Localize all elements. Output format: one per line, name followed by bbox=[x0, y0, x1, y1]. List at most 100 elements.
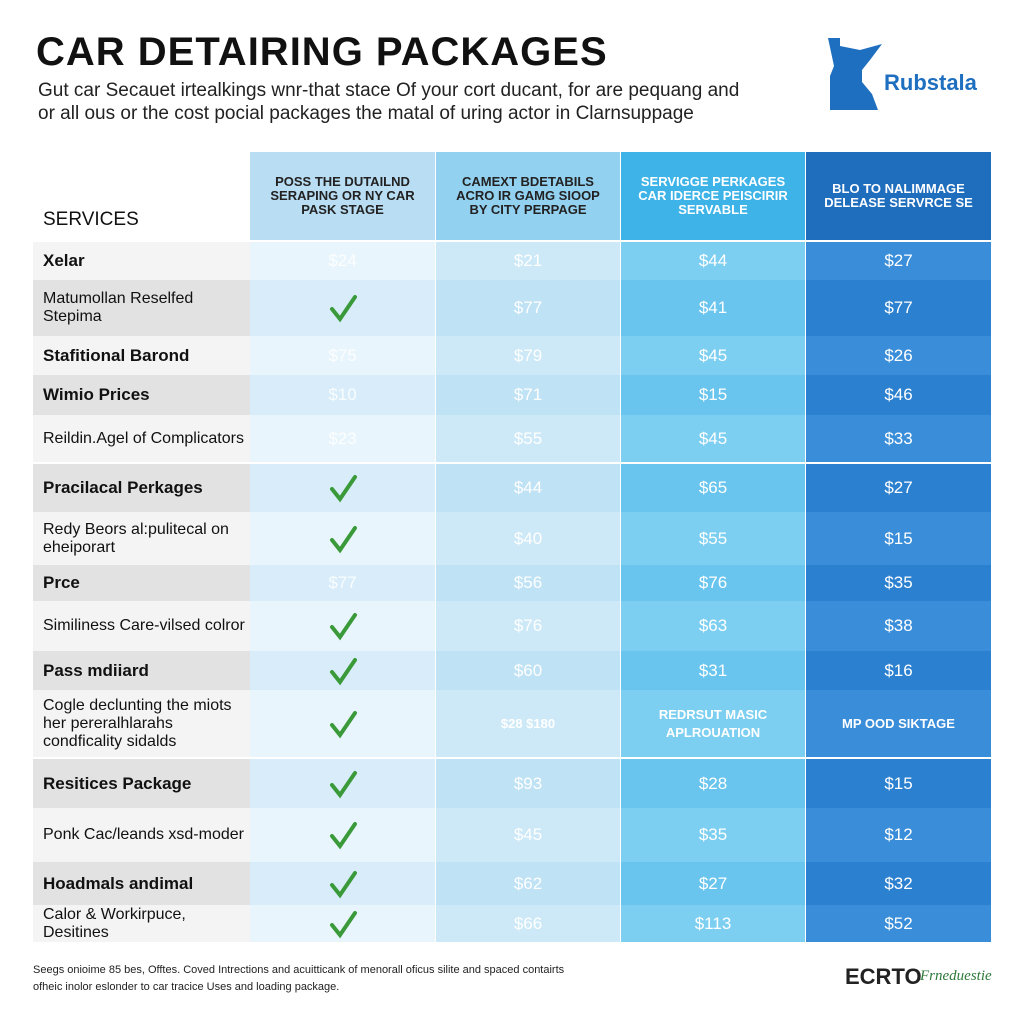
check bbox=[329, 910, 357, 938]
price-cell: $10 bbox=[250, 375, 435, 415]
price-cell: $52 bbox=[806, 905, 991, 942]
check-icon bbox=[250, 905, 435, 942]
logo: Rubstala bbox=[884, 70, 977, 95]
price-cell: $65 bbox=[621, 464, 805, 512]
price-cell: $76 bbox=[621, 565, 805, 601]
row-label: Reildin.Agel of Complicators bbox=[33, 415, 250, 462]
price-cell: $15 bbox=[621, 375, 805, 415]
row-label: Xelar bbox=[33, 242, 250, 280]
column-header: POSS THE DUTAILND SERAPING OR NY CAR PAS… bbox=[250, 152, 435, 240]
price-cell: $40 bbox=[436, 512, 620, 565]
check-icon bbox=[250, 464, 435, 512]
check-icon bbox=[250, 601, 435, 651]
check bbox=[329, 475, 357, 503]
price-cell: $44 bbox=[621, 242, 805, 280]
price-cell: $77 bbox=[436, 280, 620, 336]
check-icon bbox=[250, 512, 435, 565]
price-cell: $62 bbox=[436, 862, 620, 905]
price-cell: $32 bbox=[806, 862, 991, 905]
check bbox=[329, 657, 357, 685]
row-label: Wimio Prices bbox=[33, 375, 250, 415]
price-cell: $60 bbox=[436, 651, 620, 690]
price-cell: $75 bbox=[250, 336, 435, 375]
price-cell: $23 bbox=[250, 415, 435, 462]
price-cell: $31 bbox=[621, 651, 805, 690]
price-cell: $24 bbox=[250, 242, 435, 280]
price-cell: $27 bbox=[806, 242, 991, 280]
title: CAR DETAIRING PACKAGES bbox=[36, 30, 608, 74]
price-cell: MP OOD SIKTAGE bbox=[806, 690, 991, 757]
row-label: Hoadmals andimal bbox=[33, 862, 250, 905]
price-cell: $28 $180 bbox=[436, 690, 620, 757]
row-label: Resitices Package bbox=[33, 759, 250, 808]
price-cell: $26 bbox=[806, 336, 991, 375]
price-cell: $45 bbox=[621, 336, 805, 375]
row-label: Stafitional Barond bbox=[33, 336, 250, 375]
price-cell: $15 bbox=[806, 759, 991, 808]
check bbox=[329, 870, 357, 898]
price-cell: $28 bbox=[621, 759, 805, 808]
row-label: Pracilacal Perkages bbox=[33, 464, 250, 512]
check-icon bbox=[250, 651, 435, 690]
row-label: Ponk Cac/leands xsd-moder bbox=[33, 808, 250, 862]
price-cell: $46 bbox=[806, 375, 991, 415]
price-cell: $16 bbox=[806, 651, 991, 690]
check bbox=[329, 822, 357, 850]
price-cell: $55 bbox=[436, 415, 620, 462]
price-cell: $79 bbox=[436, 336, 620, 375]
price-cell: $66 bbox=[436, 905, 620, 942]
check bbox=[329, 613, 357, 641]
price-cell: $33 bbox=[806, 415, 991, 462]
price-cell: $21 bbox=[436, 242, 620, 280]
price-cell: $41 bbox=[621, 280, 805, 336]
footer-logo-script: Frneduestie bbox=[920, 968, 992, 984]
check bbox=[329, 770, 357, 798]
services-header: SERVICES bbox=[43, 209, 139, 230]
check-icon bbox=[250, 808, 435, 862]
check bbox=[329, 710, 357, 738]
price-cell: $93 bbox=[436, 759, 620, 808]
price-cell: $45 bbox=[436, 808, 620, 862]
column-header: CAMEXT BDETABILS ACRO IR GAMG SIOOP BY C… bbox=[436, 152, 620, 240]
price-cell: $56 bbox=[436, 565, 620, 601]
row-label: Matumollan Reselfed Stepima bbox=[33, 280, 250, 336]
row-label: Redy Beors al:pulitecal on eheiporart bbox=[33, 512, 250, 565]
price-cell: $55 bbox=[621, 512, 805, 565]
check-icon bbox=[250, 280, 435, 336]
check-icon bbox=[250, 690, 435, 757]
footer-logo: ECRTO bbox=[845, 964, 922, 989]
price-cell: $77 bbox=[806, 280, 991, 336]
subtitle: or all ous or the cost pocial packages t… bbox=[38, 103, 694, 124]
price-cell: $63 bbox=[621, 601, 805, 651]
check-icon bbox=[250, 759, 435, 808]
check bbox=[329, 295, 357, 323]
check-icon bbox=[250, 862, 435, 905]
footer-text: Seegs onioime 85 bes, Offtes. Coved Intr… bbox=[33, 964, 565, 976]
price-cell: $76 bbox=[436, 601, 620, 651]
row-label: Prce bbox=[33, 565, 250, 601]
footer-text: ofheic inolor eslonder to car tracice Us… bbox=[33, 981, 340, 993]
price-cell: $44 bbox=[436, 464, 620, 512]
subtitle: Gut car Secauet irtealkings wnr-that sta… bbox=[38, 80, 740, 101]
column-header: BLO TO NALIMMAGE DELEASE SERVRCE SE bbox=[806, 152, 991, 240]
price-cell: $35 bbox=[806, 565, 991, 601]
check bbox=[329, 525, 357, 553]
price-cell: $27 bbox=[621, 862, 805, 905]
column-header: SERVIGGE PERKAGES CAR IDERCE PEISCIRIR S… bbox=[621, 152, 805, 240]
state-icon bbox=[828, 38, 882, 110]
row-label: Cogle declunting the miots her pereralhl… bbox=[33, 690, 250, 757]
price-cell: $77 bbox=[250, 565, 435, 601]
price-cell: $12 bbox=[806, 808, 991, 862]
price-cell: $38 bbox=[806, 601, 991, 651]
row-label: Similiness Care-vilsed colror bbox=[33, 601, 250, 651]
price-cell: $15 bbox=[806, 512, 991, 565]
price-cell: $45 bbox=[621, 415, 805, 462]
price-cell: $113 bbox=[621, 905, 805, 942]
row-label: Pass mdiiard bbox=[33, 651, 250, 690]
price-cell: $27 bbox=[806, 464, 991, 512]
price-cell: $35 bbox=[621, 808, 805, 862]
row-label: Calor & Workirpuce, Desitines bbox=[33, 905, 250, 942]
price-cell: $71 bbox=[436, 375, 620, 415]
price-cell: REDRSUT MASIC APLROUATION bbox=[621, 690, 805, 757]
